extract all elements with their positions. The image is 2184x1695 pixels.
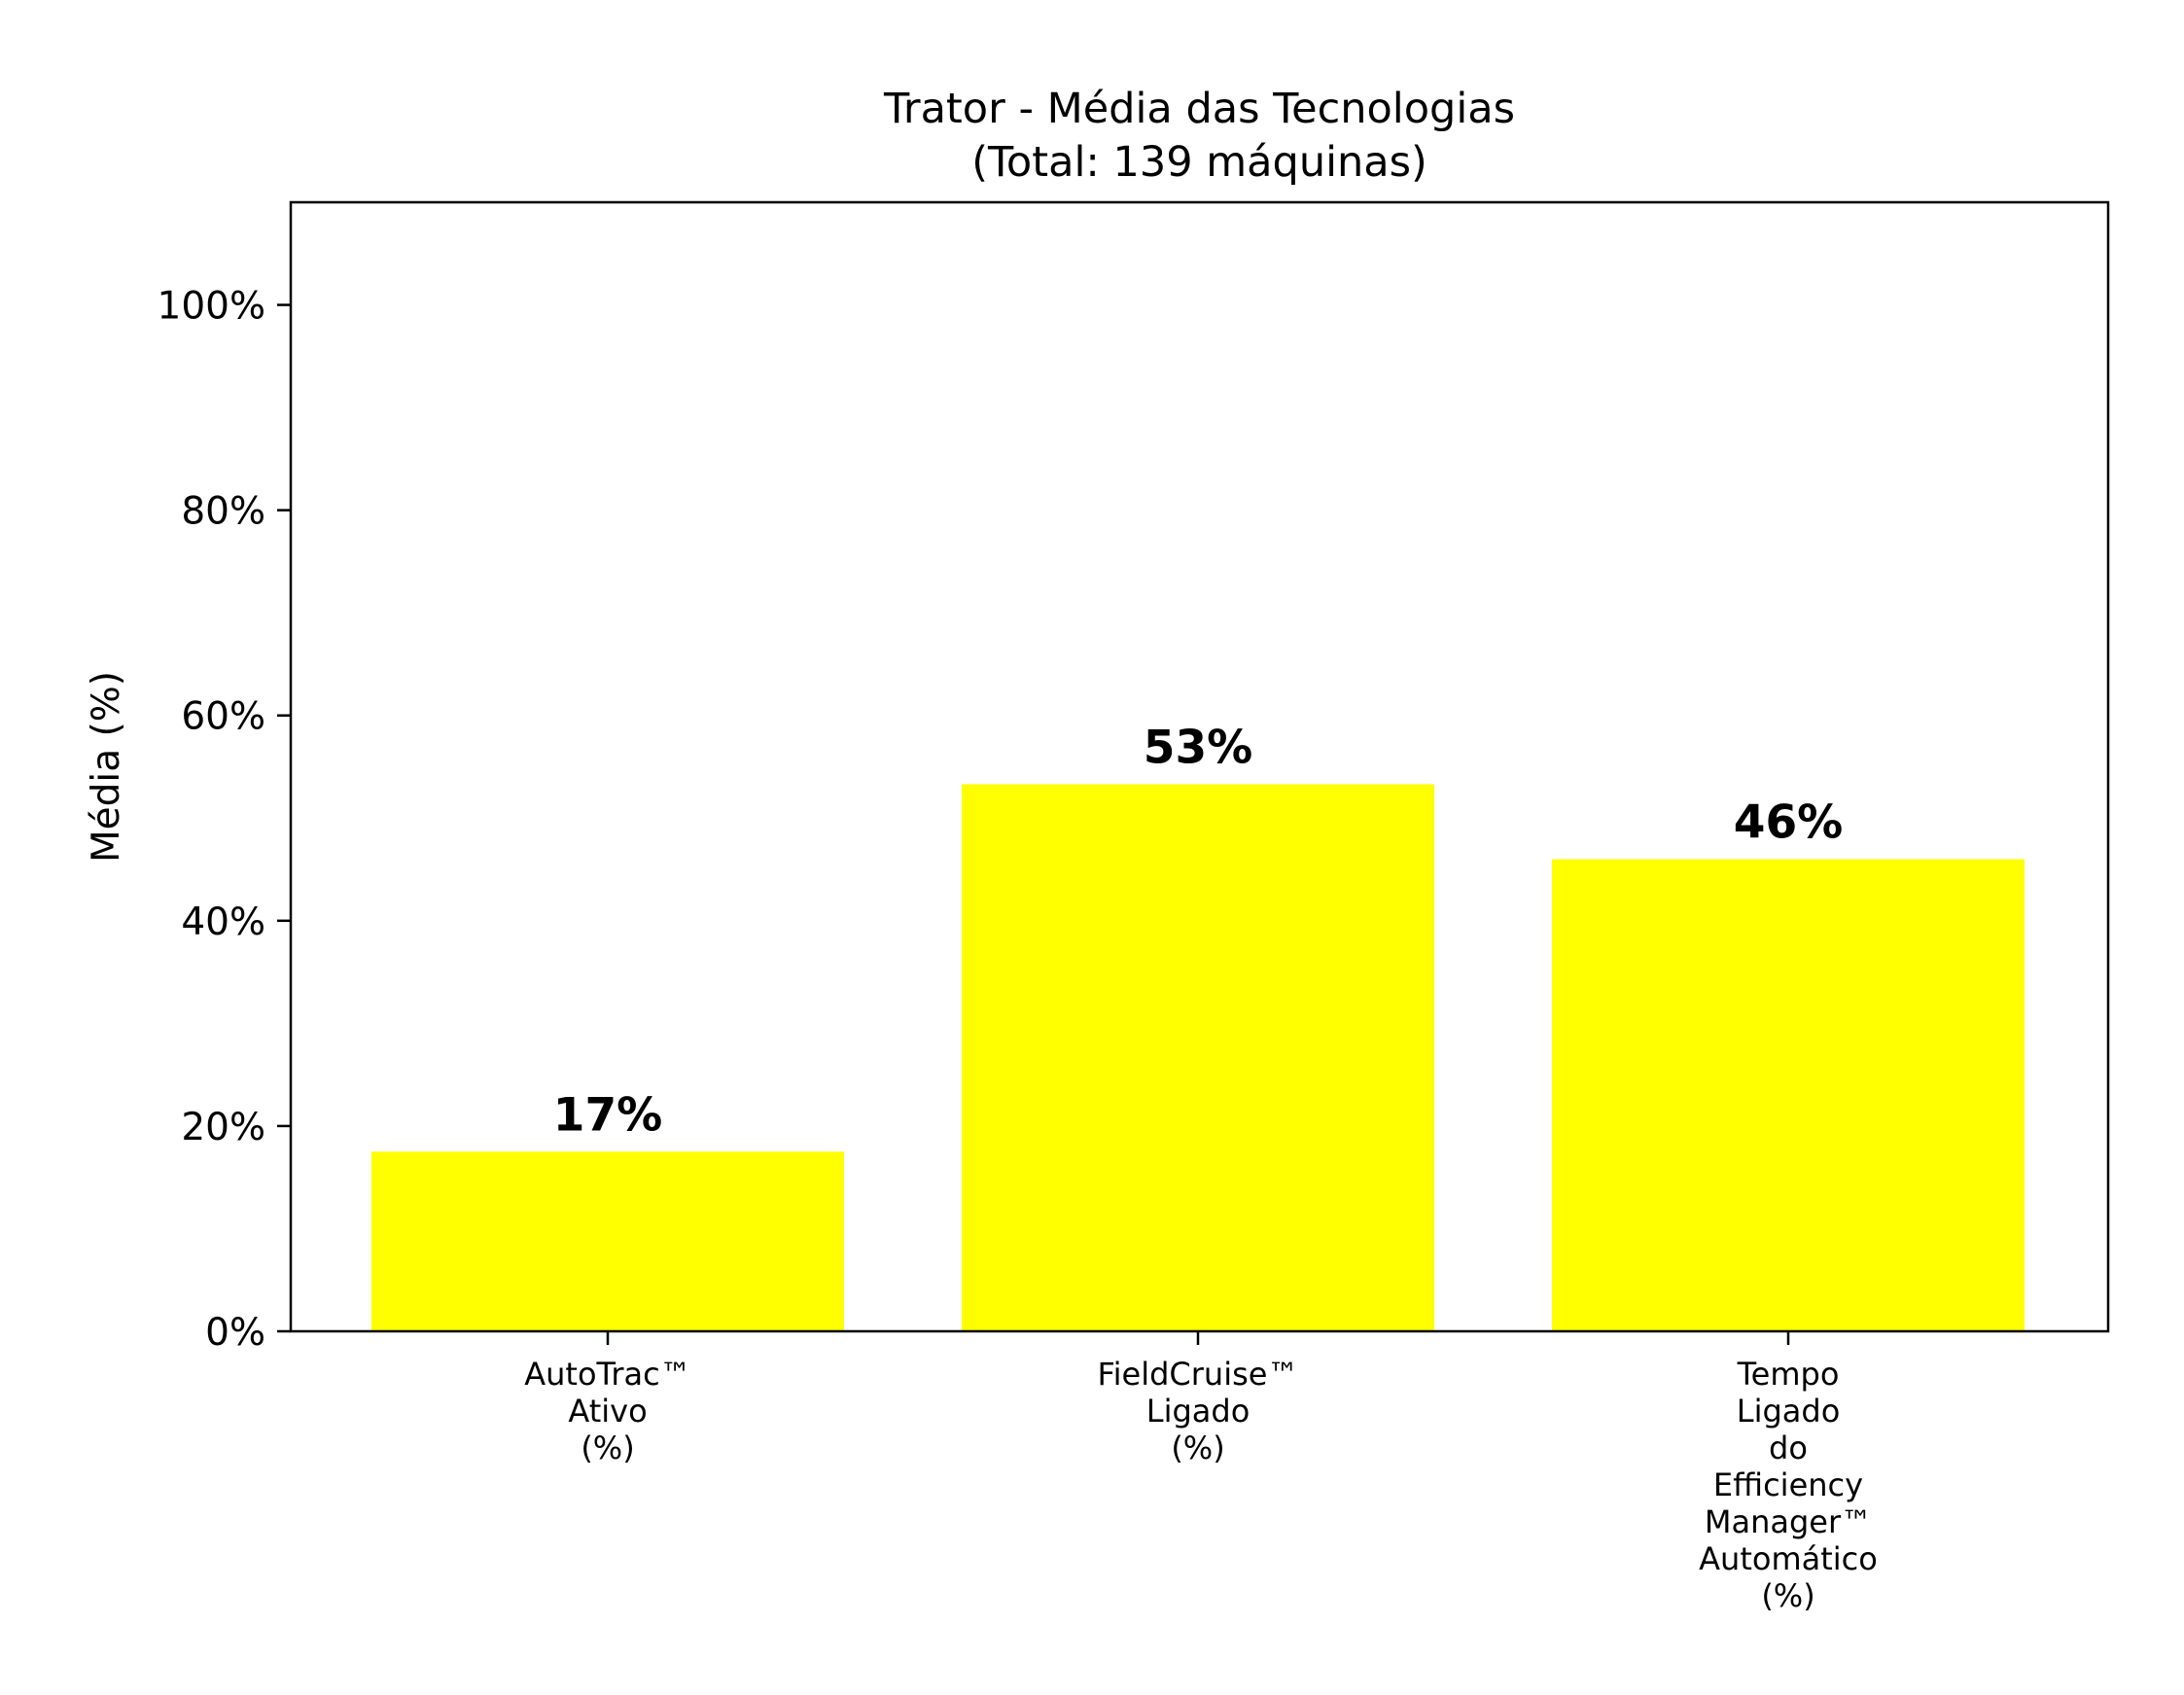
x-tick-label-3-line-7: (%) — [1761, 1577, 1814, 1614]
y-axis-label: Média (%) — [85, 671, 128, 863]
chart-title-line-2: (Total: 139 máquinas) — [971, 138, 1427, 187]
y-tick-label-5: 80% — [181, 490, 265, 534]
y-tick-label-3: 40% — [181, 900, 265, 944]
x-tick-label-3-line-6: Automático — [1699, 1540, 1878, 1577]
x-tick-label-1-line-2: Ativo — [568, 1393, 647, 1430]
x-tick-label-1-line-3: (%) — [581, 1430, 634, 1466]
x-tick-label-3-line-3: do — [1769, 1430, 1808, 1466]
chart-title-line-1: Trator - Média das Tecnologias — [883, 85, 1515, 133]
x-tick-label-3-line-4: Efficiency — [1713, 1466, 1863, 1503]
x-tick-label-1-line-1: AutoTrac™ — [524, 1356, 691, 1393]
x-tick-label-3: Tempo Ligado do Efficiency Manager™ Automátic… — [1699, 1356, 1878, 1614]
x-tick-label-2-line-3: (%) — [1171, 1430, 1224, 1466]
bar-1 — [371, 1151, 844, 1331]
x-tick-label-2-line-1: FieldCruise™ — [1098, 1356, 1299, 1393]
bar-3 — [1552, 859, 2025, 1331]
value-label-3: 46% — [1734, 795, 1844, 849]
y-tick-label-2: 20% — [181, 1106, 265, 1149]
x-tick-label-3-line-2: Ligado — [1737, 1393, 1841, 1430]
y-axis-ticks: 0% 20% 40% 60% 80% 100% — [158, 285, 291, 1355]
x-tick-label-2-line-2: Ligado — [1146, 1393, 1251, 1430]
bar-2 — [962, 784, 1434, 1331]
bars — [371, 784, 2025, 1331]
x-tick-label-2: FieldCruise™ Ligado (%) — [1098, 1356, 1299, 1466]
y-tick-label-4: 60% — [181, 695, 265, 739]
plot-frame — [289, 200, 2110, 1333]
value-label-1: 17% — [553, 1088, 663, 1142]
x-tick-label-3-line-5: Manager™ — [1705, 1503, 1872, 1540]
value-label-2: 53% — [1144, 721, 1253, 774]
x-tick-label-3-line-1: Tempo — [1737, 1356, 1840, 1393]
value-labels: 17% 53% 46% — [553, 721, 1844, 1142]
y-tick-label-1: 0% — [205, 1311, 265, 1355]
y-tick-label-6: 100% — [158, 285, 266, 329]
y-axis-label-text: Média (%) — [85, 671, 128, 863]
x-tick-label-1: AutoTrac™ Ativo (%) — [524, 1356, 691, 1466]
chart-title: Trator - Média das Tecnologias (Total: 13… — [883, 85, 1515, 187]
x-axis-ticks: AutoTrac™ Ativo (%)FieldCruise™ Ligado (%)Te… — [524, 1331, 1878, 1614]
